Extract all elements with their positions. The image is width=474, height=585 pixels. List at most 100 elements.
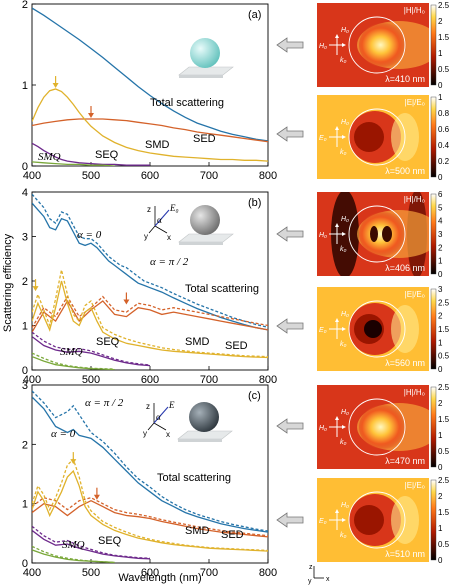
x-tick-label: 800 xyxy=(259,567,277,579)
y-tick-label: 1 xyxy=(22,321,28,333)
sphere-icon xyxy=(190,38,220,68)
colorbar xyxy=(430,4,437,86)
field-map-3: H₀ H₀ k₀ λ=406 nm |H|/H₀ 0 1 2 3 4 5 6 xyxy=(317,190,443,279)
series-line-total xyxy=(32,202,268,331)
series-line-seq xyxy=(32,529,151,560)
colorbar-tick-label: 2.5 xyxy=(438,383,450,392)
pointer-arrow-1 xyxy=(276,37,304,53)
sphere-outline xyxy=(348,300,406,358)
series-line-sed xyxy=(32,118,268,143)
axis-y: y xyxy=(143,429,147,438)
colorbar-tick-label: 2 xyxy=(438,399,443,408)
colorbar-tick-label: 0.5 xyxy=(438,65,450,74)
annotation-total: Total scattering xyxy=(157,472,231,484)
colorbar-title: |E|/E₀ xyxy=(405,481,425,490)
glyph-k0: k₀ xyxy=(340,149,347,156)
colorbar-tick-label: 0 xyxy=(438,81,443,90)
chart-panel-3: 0 1 2 3 400 500 600 700 800 (c) Total scattering SM… xyxy=(22,380,277,579)
sphere-outline xyxy=(348,205,406,263)
colorbar xyxy=(430,193,437,275)
series-line-total xyxy=(32,7,268,142)
axis-e-field: E₀ xyxy=(169,203,179,213)
series-group xyxy=(32,7,268,166)
incidence-axes-glyph: z x yαE xyxy=(143,400,175,439)
axis-z: z xyxy=(146,402,150,411)
annotation-alpha0: α = 0 xyxy=(77,229,102,241)
series-line-smq_pi2 xyxy=(32,352,115,370)
colorbar-title: |E|/E₀ xyxy=(405,98,425,107)
colorbar-tick-label: 2 xyxy=(438,243,443,252)
glyph-e0: H₀ xyxy=(319,425,327,432)
field-map-5: H₀ H₀ k₀ λ=470 nm |H|/H₀ 0 0.5 1 1.5 2 2.5 xyxy=(317,383,450,472)
wavelength-label: λ=560 nm xyxy=(385,358,425,368)
glyph-h0: H₀ xyxy=(341,502,349,509)
y-tick-label: 2 xyxy=(22,276,28,288)
chart-panel-1: 0 1 2 400 500 600 700 800 (a) Total scattering SMD… xyxy=(22,0,277,182)
series-line-smd xyxy=(32,88,268,162)
wavelength-label: λ=510 nm xyxy=(385,549,425,559)
colorbar-tick-label: 1 xyxy=(438,49,443,58)
colorbar-title: |H|/H₀ xyxy=(404,195,425,204)
glyph-h0: H₀ xyxy=(341,311,349,318)
glyph-h0: H₀ xyxy=(341,216,349,223)
colorbar-tick-label: 0 xyxy=(438,463,443,472)
colorbar-tick-label: 0.5 xyxy=(438,352,450,361)
series-line-smq xyxy=(32,161,115,166)
sphere-inset xyxy=(178,38,234,78)
peak-marker-2 xyxy=(93,487,100,500)
colorbar-tick-label: 6 xyxy=(438,190,443,199)
map-axes-glyph: z y x xyxy=(308,564,330,585)
colorbar-tick-label: 2 xyxy=(438,17,443,26)
x-tick-label: 400 xyxy=(23,567,41,579)
peak-marker-2 xyxy=(88,106,94,119)
colorbar-tick-label: 1 xyxy=(438,524,443,533)
incidence-glyph: H₀ H₀ k₀ xyxy=(319,409,349,446)
colorbar-tick-label: 2 xyxy=(438,312,443,321)
pointer-arrow-2 xyxy=(276,126,304,142)
y-tick-label: 3 xyxy=(22,380,28,392)
x-tick-label: 500 xyxy=(82,567,100,579)
colorbar-tick-label: 1 xyxy=(438,431,443,440)
x-tick-label: 700 xyxy=(200,374,218,386)
series-line-smq xyxy=(32,549,115,563)
panel-label: (b) xyxy=(248,197,261,209)
incidence-axes-glyph: z x yα E₀ xyxy=(144,203,179,242)
colorbar-tick-label: 0.5 xyxy=(438,540,450,549)
colorbar xyxy=(430,288,437,370)
x-tick-label: 500 xyxy=(82,170,100,182)
field-maps: H₀ H₀ k₀ λ=410 nm |H|/H₀ 0 0.5 1 1.5 2 2.5 H₀ E₀ k₀ λ=… xyxy=(317,1,450,565)
colorbar-tick-label: 1.5 xyxy=(438,508,450,517)
wavelength-label: λ=470 nm xyxy=(385,456,425,466)
panel-label: (c) xyxy=(248,390,261,402)
series-line-total_pi2 xyxy=(32,390,268,532)
glyph-h0: H₀ xyxy=(341,119,349,126)
annotation-smd: SMD xyxy=(145,139,170,151)
annotation-sed: SED xyxy=(221,529,244,541)
series-line-total xyxy=(32,396,268,533)
annotation-smd: SMD xyxy=(185,525,210,537)
sphere-icon xyxy=(190,205,220,235)
pointer-arrows xyxy=(276,37,304,528)
series-line-smd_pi2 xyxy=(32,269,268,358)
wavelength-label: λ=406 nm xyxy=(385,263,425,273)
colorbar-tick-label: 1 xyxy=(438,93,443,102)
colorbar-title: |H|/H₀ xyxy=(404,388,425,397)
series-group xyxy=(32,390,268,563)
sphere-outline xyxy=(348,108,406,166)
axis-alpha: α xyxy=(157,215,162,225)
axis-x: x xyxy=(166,430,170,439)
pointer-arrow-5 xyxy=(276,418,304,434)
pointer-arrow-4 xyxy=(276,318,304,334)
colorbar-tick-label: 1.5 xyxy=(438,325,450,334)
colorbar-tick-label: 0.2 xyxy=(438,157,450,166)
field-map-1: H₀ H₀ k₀ λ=410 nm |H|/H₀ 0 0.5 1 1.5 2 2.5 xyxy=(317,1,450,90)
colorbar-tick-label: 1.5 xyxy=(438,33,450,42)
colorbar-tick-label: 0 xyxy=(438,556,443,565)
colorbar-tick-label: 2.5 xyxy=(438,1,450,10)
glyph-k0: k₀ xyxy=(340,532,347,539)
colorbar-tick-label: 0.8 xyxy=(438,109,450,118)
annotation-alpha_pi2: α = π / 2 xyxy=(150,256,189,268)
annotation-alpha0: α = 0 xyxy=(51,428,76,440)
incidence-glyph: H₀ E₀ k₀ xyxy=(319,311,349,348)
